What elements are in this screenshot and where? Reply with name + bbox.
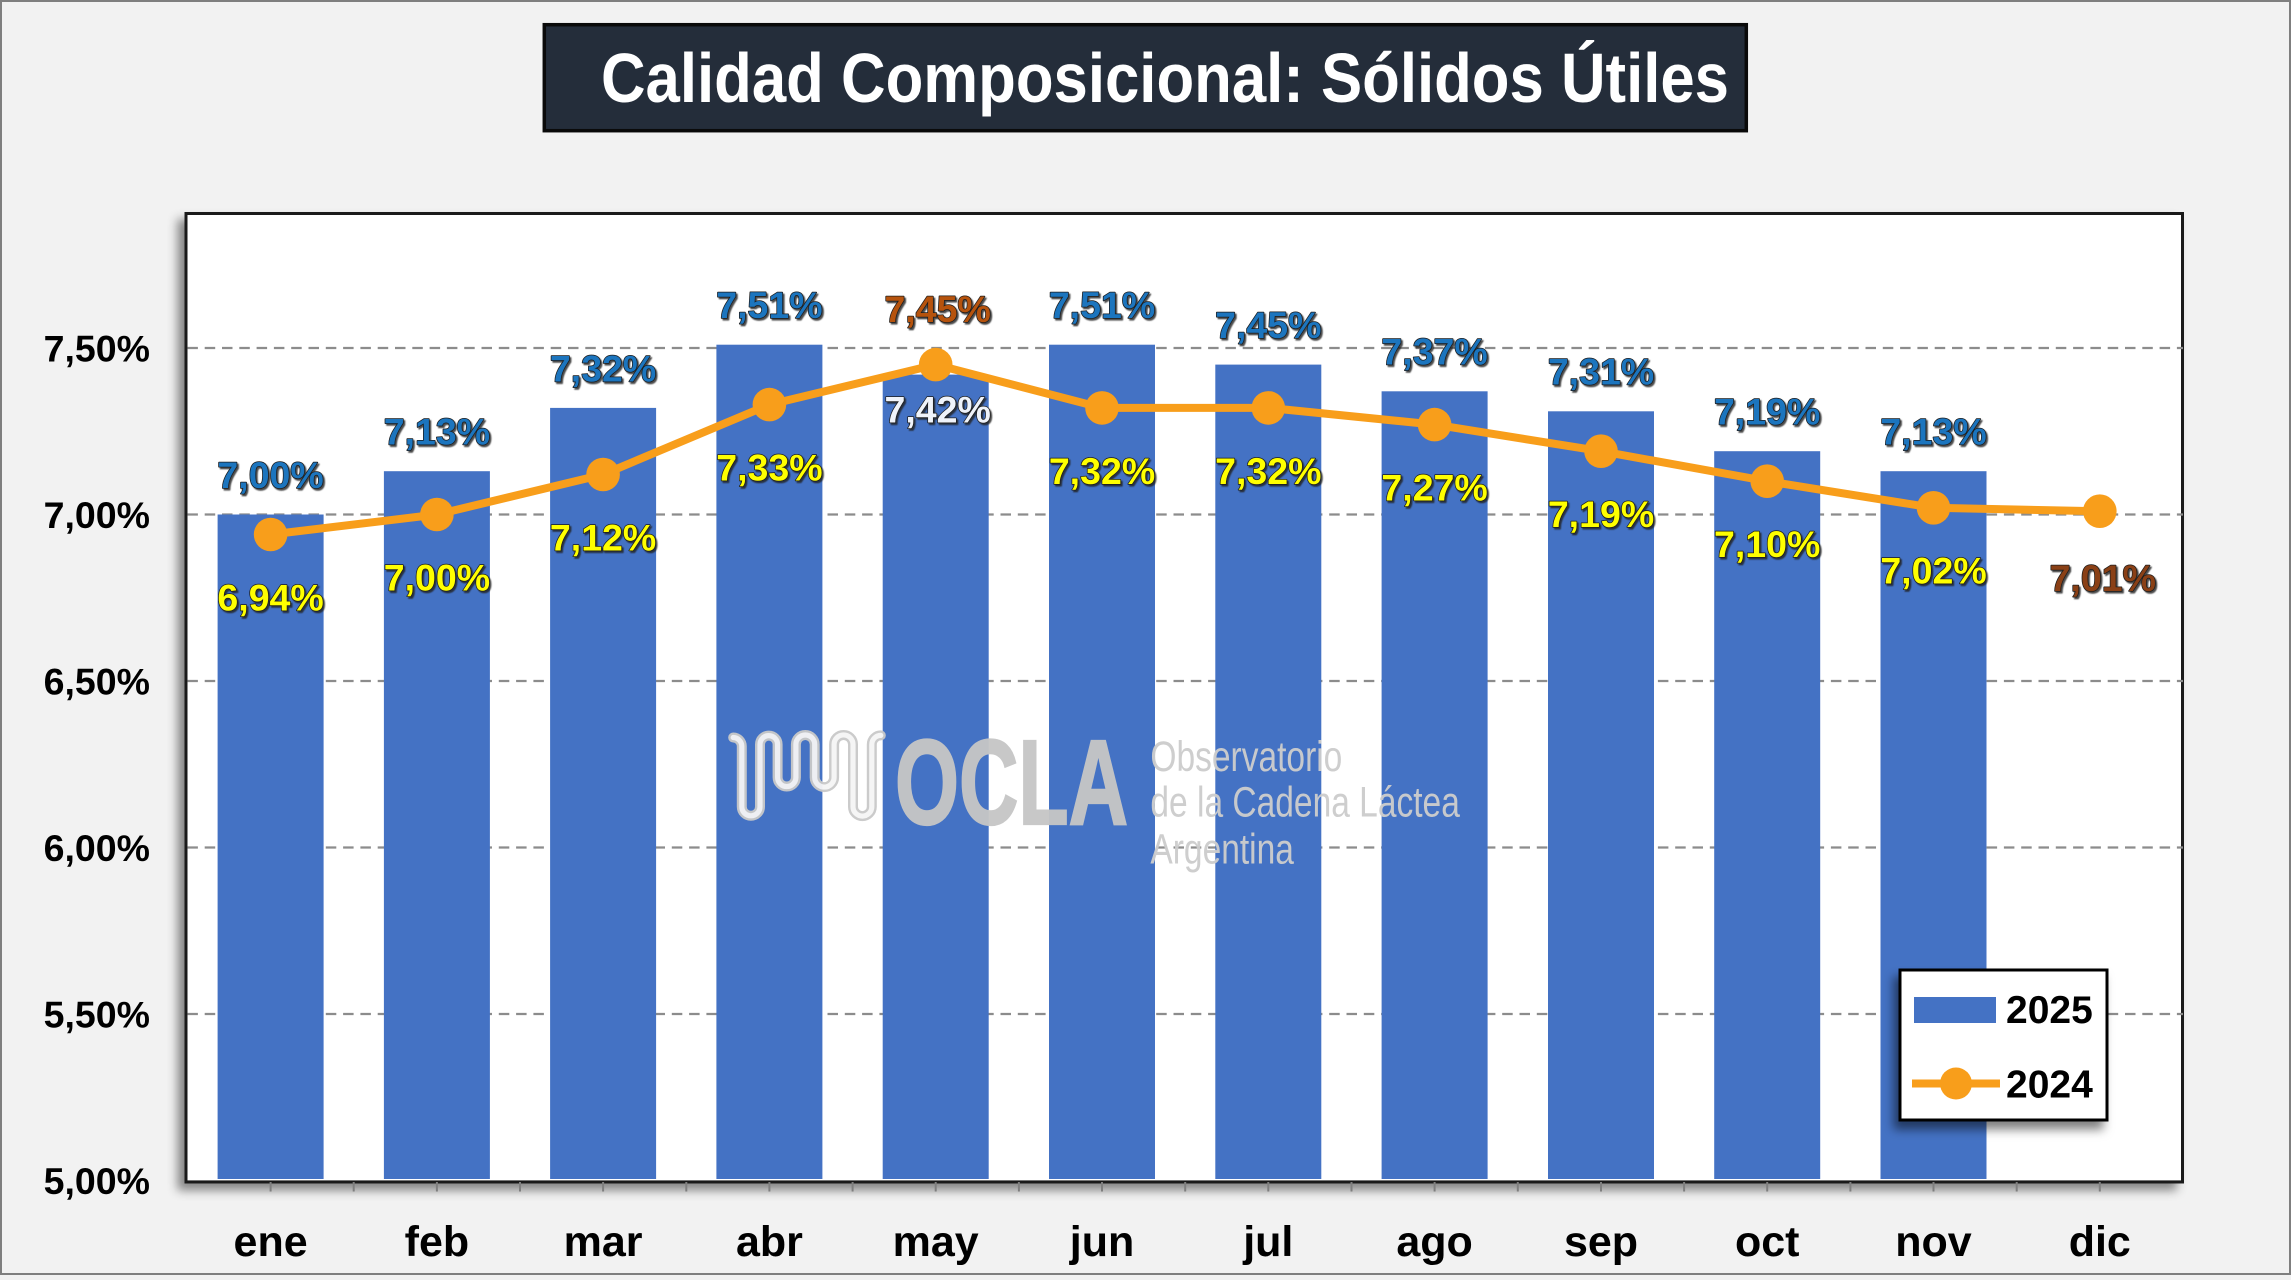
svg-text:ago: ago xyxy=(1396,1218,1472,1266)
svg-text:7,51%: 7,51% xyxy=(1049,284,1155,326)
svg-text:7,00%: 7,00% xyxy=(44,494,150,536)
svg-text:7,37%: 7,37% xyxy=(1381,331,1487,373)
svg-text:7,32%: 7,32% xyxy=(1049,450,1155,492)
svg-text:7,01%: 7,01% xyxy=(2050,557,2156,599)
svg-text:5,50%: 5,50% xyxy=(44,993,150,1035)
svg-text:6,50%: 6,50% xyxy=(44,660,150,702)
svg-text:7,45%: 7,45% xyxy=(1215,304,1321,346)
svg-text:2025: 2025 xyxy=(2006,989,2093,1032)
svg-text:7,33%: 7,33% xyxy=(716,447,822,489)
svg-text:mar: mar xyxy=(564,1218,643,1266)
svg-text:7,13%: 7,13% xyxy=(384,411,490,453)
svg-text:7,19%: 7,19% xyxy=(1714,391,1820,433)
svg-text:7,31%: 7,31% xyxy=(1548,351,1654,393)
svg-text:7,50%: 7,50% xyxy=(44,327,150,369)
svg-text:dic: dic xyxy=(2069,1218,2131,1266)
svg-text:6,94%: 6,94% xyxy=(217,576,323,618)
svg-text:7,42%: 7,42% xyxy=(885,388,991,430)
svg-text:7,45%: 7,45% xyxy=(885,288,991,330)
svg-text:7,27%: 7,27% xyxy=(1381,467,1487,509)
svg-text:Argentina: Argentina xyxy=(1150,825,1294,873)
svg-text:Calidad Composicional: Sólidos: Calidad Composicional: Sólidos Útiles xyxy=(601,39,1729,117)
svg-text:7,13%: 7,13% xyxy=(1880,411,1986,453)
svg-text:7,32%: 7,32% xyxy=(1215,450,1321,492)
svg-text:nov: nov xyxy=(1895,1218,1972,1266)
svg-text:jul: jul xyxy=(1242,1218,1293,1266)
svg-text:6,00%: 6,00% xyxy=(44,827,150,869)
svg-text:de la Cadena Láctea: de la Cadena Láctea xyxy=(1150,778,1460,826)
svg-text:7,19%: 7,19% xyxy=(1548,493,1654,535)
svg-text:abr: abr xyxy=(736,1218,803,1266)
svg-text:may: may xyxy=(893,1218,979,1266)
svg-text:jun: jun xyxy=(1069,1218,1134,1266)
svg-text:7,00%: 7,00% xyxy=(217,454,323,496)
svg-text:2024: 2024 xyxy=(2006,1064,2093,1107)
svg-text:7,32%: 7,32% xyxy=(550,347,656,389)
svg-text:7,51%: 7,51% xyxy=(716,284,822,326)
svg-text:7,12%: 7,12% xyxy=(550,516,656,558)
svg-text:ene: ene xyxy=(234,1218,308,1266)
svg-text:OCLA: OCLA xyxy=(895,714,1128,850)
svg-text:7,10%: 7,10% xyxy=(1714,523,1820,565)
svg-text:5,00%: 5,00% xyxy=(44,1160,150,1202)
svg-text:sep: sep xyxy=(1564,1218,1638,1266)
svg-text:feb: feb xyxy=(405,1218,470,1266)
svg-text:7,02%: 7,02% xyxy=(1880,550,1986,592)
svg-text:7,00%: 7,00% xyxy=(384,556,490,598)
svg-text:oct: oct xyxy=(1735,1218,1800,1266)
svg-text:Observatorio: Observatorio xyxy=(1150,733,1342,781)
